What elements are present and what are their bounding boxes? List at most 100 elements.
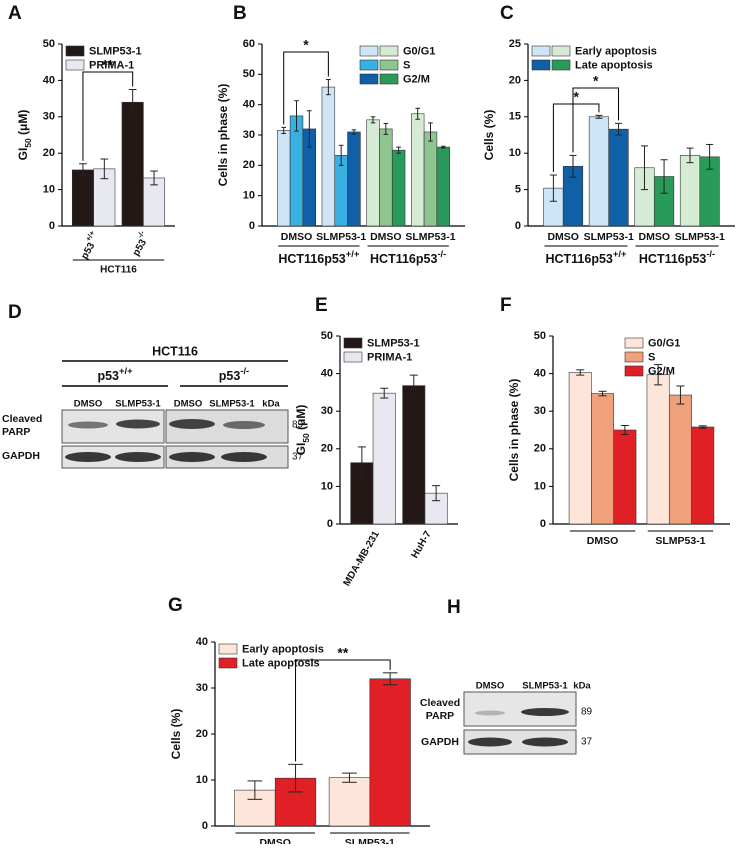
legend-swatch — [343, 337, 363, 349]
y-axis-label: Cells in phase (%) — [507, 379, 521, 482]
x-tick-label: p53-/- — [127, 229, 153, 258]
y-tick-label: 30 — [321, 405, 333, 417]
y-axis-label: GI50 (μM) — [16, 110, 33, 161]
y-tick-label: 10 — [243, 190, 255, 202]
text-part: p53 — [131, 237, 149, 258]
bar — [436, 146, 450, 227]
blot-panel — [61, 445, 165, 469]
y-tick-label: 30 — [243, 129, 255, 141]
text-part: GI — [16, 148, 30, 161]
y-tick-label: 50 — [534, 330, 546, 342]
blot-size: 89 — [581, 707, 593, 718]
x-tick-label: DMSO — [547, 231, 579, 243]
y-tick-label: 0 — [327, 518, 333, 530]
y-tick-label: 50 — [243, 68, 255, 80]
blot-band — [521, 708, 569, 716]
text-part: -/- — [437, 249, 446, 259]
blot-size: 37 — [292, 452, 304, 463]
legend-swatch — [218, 657, 238, 669]
blot-band — [116, 419, 160, 429]
bar — [321, 86, 336, 227]
legend-swatch — [218, 643, 238, 655]
blot-label: DMSO — [174, 399, 203, 410]
legend-swatch — [624, 365, 644, 377]
blot-band — [475, 710, 505, 716]
x-tick-label: SLMP53-1 — [584, 231, 634, 243]
legend-swatch — [359, 73, 379, 85]
legend-label: Early apoptosis — [575, 45, 657, 57]
significance-label: * — [573, 89, 579, 105]
legend-swatch — [551, 45, 571, 57]
legend-label: Early apoptosis — [242, 643, 324, 655]
legend-label: G0/G1 — [648, 337, 680, 349]
panel-label: F — [500, 295, 512, 316]
bar — [71, 169, 94, 227]
legend-swatch — [531, 59, 551, 71]
significance-bracket — [82, 71, 134, 161]
text-part: -/- — [136, 229, 148, 240]
blot-size: 89 — [292, 420, 304, 431]
blot-band — [65, 452, 111, 462]
significance-bracket — [283, 51, 329, 125]
bar — [372, 392, 396, 525]
bar — [347, 131, 361, 227]
bar — [402, 385, 426, 525]
x-tick-label: SLMP53-1 — [675, 231, 725, 243]
blot-label: GAPDH — [421, 736, 459, 748]
y-tick-label: 15 — [509, 111, 521, 123]
x-tick-label: DMSO — [259, 837, 291, 844]
bar — [668, 394, 692, 525]
bar — [379, 128, 393, 227]
legend-swatch — [343, 351, 363, 363]
significance-label: ** — [102, 57, 113, 73]
panel-label: B — [233, 3, 247, 24]
x-tick-label: DMSO — [370, 231, 402, 243]
text-part: GI — [294, 443, 308, 456]
bar — [423, 131, 438, 227]
text-part: (μM) — [294, 405, 308, 434]
legend-swatch — [624, 337, 644, 349]
legend-label: PRIMA-1 — [367, 351, 412, 363]
blot-band — [115, 452, 161, 462]
blot-label: p53+/+ — [97, 366, 133, 383]
y-tick-label: 0 — [515, 220, 521, 232]
panel-label: A — [8, 3, 22, 24]
blot-label: SLMP53-1 — [115, 399, 161, 410]
legend-label: SLMP53-1 — [367, 337, 420, 349]
legend-swatch — [359, 59, 379, 71]
y-tick-label: 10 — [509, 147, 521, 159]
y-tick-label: 10 — [196, 774, 208, 786]
legend-swatch — [359, 45, 379, 57]
blot-size: 37 — [581, 737, 593, 748]
significance-bracket — [552, 103, 600, 173]
y-tick-label: 20 — [243, 159, 255, 171]
blot-label: kDa — [573, 681, 591, 692]
bar — [366, 119, 380, 227]
group-label: HCT116p53+/+ — [278, 249, 359, 266]
blot-band — [169, 419, 215, 429]
legend-label: SLMP53-1 — [89, 45, 142, 57]
bar — [591, 393, 615, 525]
legend-swatch — [551, 59, 571, 71]
legend-swatch — [624, 351, 644, 363]
text-part: HCT116p53 — [370, 252, 437, 266]
text-part: 50 — [301, 433, 311, 443]
x-tick-label: SLMP53-1 — [405, 231, 455, 243]
blot-label: Cleaved — [2, 413, 42, 425]
text-part: +/+ — [613, 249, 627, 259]
group-label: HCT116p53+/+ — [545, 249, 626, 266]
bar — [277, 130, 291, 227]
legend-label: PRIMA-1 — [89, 59, 134, 71]
legend-swatch — [65, 45, 85, 57]
x-tick-label: SLMP53-1 — [316, 231, 366, 243]
y-tick-label: 10 — [43, 184, 55, 196]
bar — [568, 372, 592, 525]
group-label: HCT116 — [100, 265, 137, 276]
blot-label: p53-/- — [219, 366, 249, 383]
y-tick-label: 5 — [515, 184, 521, 196]
blot-band — [169, 452, 215, 462]
y-tick-label: 40 — [534, 368, 546, 380]
text-part: -/- — [240, 366, 249, 376]
y-tick-label: 0 — [202, 820, 208, 832]
